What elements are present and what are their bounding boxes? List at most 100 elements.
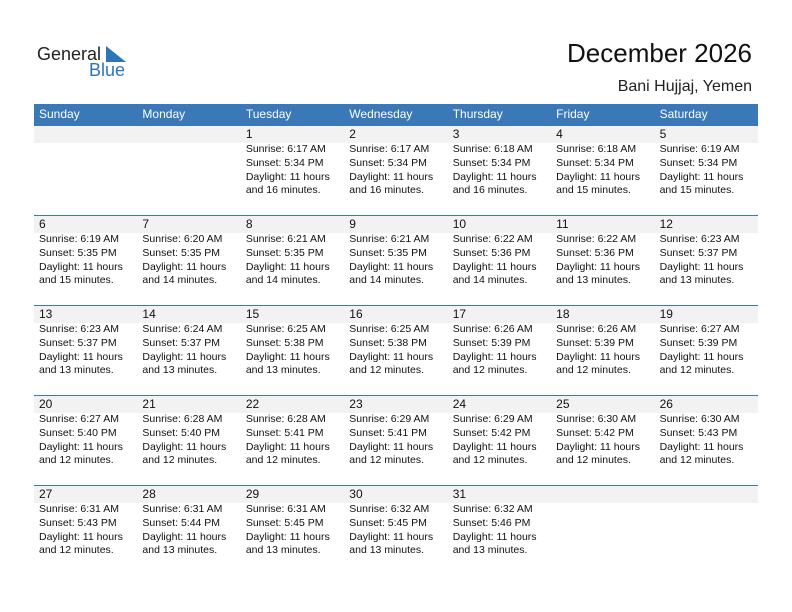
- day-info: and 14 minutes.: [452, 274, 528, 286]
- day-info: and 13 minutes.: [452, 544, 528, 556]
- date-band: [34, 216, 758, 233]
- day-info: Sunrise: 6:31 AM: [245, 503, 326, 515]
- day-info: Sunrise: 6:32 AM: [452, 503, 533, 515]
- day-number: 1: [245, 127, 253, 141]
- logo-word: Blue: [89, 60, 125, 80]
- day-info: Daylight: 11 hours: [659, 261, 744, 273]
- date-band: [34, 486, 758, 503]
- day-info: Sunrise: 6:21 AM: [349, 233, 430, 245]
- day-info: Sunrise: 6:19 AM: [659, 143, 740, 155]
- weekday-label: Wednesday: [349, 107, 413, 121]
- day-number: 10: [452, 217, 467, 231]
- day-info: Sunset: 5:43 PM: [659, 427, 738, 439]
- day-info: Sunrise: 6:26 AM: [556, 323, 637, 335]
- date-band: [34, 396, 758, 413]
- date-band: [34, 306, 758, 323]
- day-info: Sunrise: 6:24 AM: [142, 323, 223, 335]
- day-info: Sunset: 5:46 PM: [452, 517, 531, 529]
- week-rule: [34, 305, 758, 306]
- day-info: Daylight: 11 hours: [659, 171, 744, 183]
- day-info: and 14 minutes.: [142, 274, 218, 286]
- day-info: Sunset: 5:45 PM: [245, 517, 324, 529]
- day-number: 29: [245, 487, 260, 501]
- day-info: Sunrise: 6:18 AM: [452, 143, 533, 155]
- day-info: Sunrise: 6:22 AM: [452, 233, 533, 245]
- day-info: Daylight: 11 hours: [349, 171, 434, 183]
- day-info: Sunset: 5:35 PM: [39, 247, 117, 259]
- day-info: Sunrise: 6:29 AM: [349, 413, 430, 425]
- day-info: Daylight: 11 hours: [452, 441, 537, 453]
- day-number: 14: [142, 307, 156, 321]
- day-info: Sunrise: 6:17 AM: [245, 143, 326, 155]
- day-number: 26: [659, 397, 673, 411]
- day-info: Sunset: 5:34 PM: [659, 157, 738, 169]
- day-info: Sunset: 5:34 PM: [452, 157, 531, 169]
- logo-icon: [106, 46, 126, 62]
- day-info: Sunrise: 6:32 AM: [349, 503, 430, 515]
- weekday-header: [34, 104, 758, 125]
- day-number: 25: [556, 397, 570, 411]
- day-info: Sunset: 5:39 PM: [659, 337, 738, 349]
- day-info: and 12 minutes.: [659, 454, 735, 466]
- day-number: 4: [556, 127, 563, 141]
- day-info: Sunset: 5:38 PM: [245, 337, 324, 349]
- day-info: and 12 minutes.: [452, 454, 528, 466]
- day-info: Sunset: 5:43 PM: [39, 517, 117, 529]
- day-info: and 16 minutes.: [245, 184, 321, 196]
- day-info: Sunset: 5:44 PM: [142, 517, 221, 529]
- week-rule: [34, 485, 758, 486]
- day-info: Daylight: 11 hours: [142, 441, 227, 453]
- day-info: Daylight: 11 hours: [556, 261, 640, 273]
- weekday-label: Monday: [142, 107, 186, 121]
- day-info: Sunset: 5:42 PM: [556, 427, 634, 439]
- day-info: Sunrise: 6:20 AM: [142, 233, 223, 245]
- day-number: 23: [349, 397, 363, 411]
- day-info: Daylight: 11 hours: [556, 351, 640, 363]
- day-info: and 15 minutes.: [39, 274, 114, 286]
- day-info: Sunset: 5:39 PM: [452, 337, 531, 349]
- day-info: Sunrise: 6:23 AM: [659, 233, 740, 245]
- day-info: Sunset: 5:42 PM: [452, 427, 531, 439]
- weekday-label: Friday: [556, 107, 590, 121]
- day-info: and 13 minutes.: [142, 544, 218, 556]
- day-info: Sunset: 5:45 PM: [349, 517, 427, 529]
- day-info: Sunset: 5:36 PM: [556, 247, 634, 259]
- day-info: Sunrise: 6:31 AM: [142, 503, 223, 515]
- day-info: Sunrise: 6:30 AM: [556, 413, 637, 425]
- day-number: 16: [349, 307, 363, 321]
- day-info: and 12 minutes.: [142, 454, 218, 466]
- day-number: 6: [39, 217, 46, 231]
- day-info: Sunrise: 6:25 AM: [245, 323, 326, 335]
- day-number: 19: [659, 307, 673, 321]
- day-info: Daylight: 11 hours: [349, 441, 434, 453]
- day-info: and 13 minutes.: [349, 544, 424, 556]
- day-info: and 12 minutes.: [245, 454, 321, 466]
- day-number: 17: [452, 307, 467, 321]
- day-number: 2: [349, 127, 356, 141]
- day-info: Sunrise: 6:18 AM: [556, 143, 637, 155]
- day-info: Daylight: 11 hours: [39, 261, 123, 273]
- day-info: Daylight: 11 hours: [142, 261, 227, 273]
- day-info: and 13 minutes.: [142, 364, 218, 376]
- week-rule: [34, 215, 758, 216]
- day-info: Sunrise: 6:22 AM: [556, 233, 637, 245]
- day-info: Daylight: 11 hours: [659, 351, 744, 363]
- day-info: Daylight: 11 hours: [452, 171, 537, 183]
- day-info: Daylight: 11 hours: [349, 531, 434, 543]
- day-info: Daylight: 11 hours: [556, 441, 640, 453]
- day-number: 11: [556, 217, 569, 231]
- day-info: Sunrise: 6:30 AM: [659, 413, 740, 425]
- weekday-label: Sunday: [39, 107, 80, 121]
- day-info: Sunset: 5:41 PM: [245, 427, 324, 439]
- day-info: and 12 minutes.: [556, 364, 631, 376]
- day-info: Daylight: 11 hours: [245, 171, 330, 183]
- day-info: Sunset: 5:41 PM: [349, 427, 427, 439]
- day-info: and 12 minutes.: [39, 454, 114, 466]
- day-number: 13: [39, 307, 53, 321]
- day-info: Sunrise: 6:19 AM: [39, 233, 119, 245]
- logo: General Blue: [37, 44, 126, 80]
- week-rule: [34, 395, 758, 396]
- day-info: and 13 minutes.: [245, 544, 321, 556]
- day-info: Daylight: 11 hours: [142, 351, 227, 363]
